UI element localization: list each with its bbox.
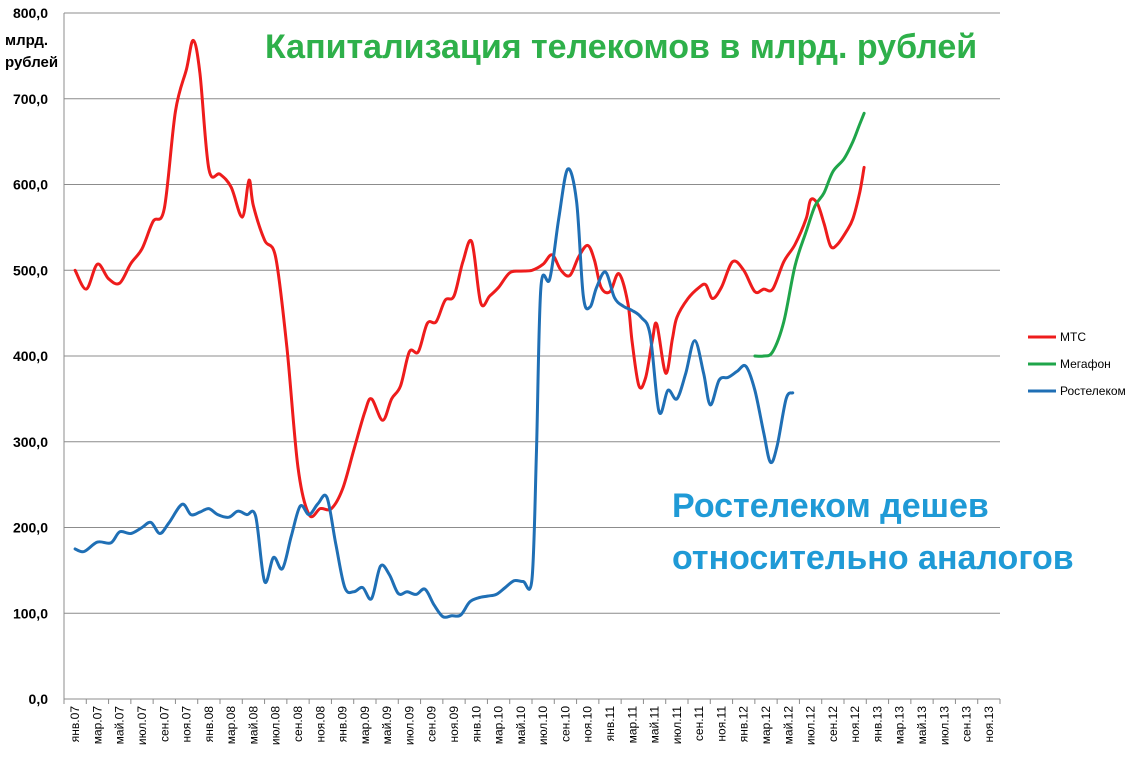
x-tick-label: янв.08 [202,706,216,743]
x-tick-label: май.13 [915,706,929,745]
y-tick-label: 500,0 [13,262,48,278]
y-axis-tick-labels: 0,0 100,0 200,0 300,0 400,0 500,0 600,0 700,0 80… [13,5,48,707]
x-tick-label: ноя.13 [982,706,996,743]
legend-label-mts: МТС [1060,330,1086,344]
y-tick-label: 300,0 [13,434,48,450]
x-tick-label: июл.11 [670,706,684,745]
x-axis-tick-labels: янв.07 мар.07 май.07 июл.07 сен.07 ноя.07 янв.… [68,706,996,745]
y-axis-unit-line-2: рублей [5,54,59,71]
y-tick-label: 600,0 [13,177,48,193]
x-tick-label: сен.12 [826,706,840,742]
y-tick-label: 700,0 [13,91,48,107]
y-tick-label: 100,0 [13,605,48,621]
x-tick-label: май.08 [246,706,260,745]
series-line-rostelecom [73,167,795,619]
x-tick-label: мар.10 [492,706,506,745]
legend-label-rostelecom: Ростелеком [1060,384,1126,398]
x-tick-label: июл.10 [536,706,550,745]
x-tick-label: ноя.12 [848,706,862,743]
annotation-line-1: Ростелеком дешев [672,487,989,525]
chart-annotation: Ростелеком дешев относительно аналогов [672,480,1074,584]
x-tick-label: мар.08 [224,706,238,745]
x-tick-label: мар.12 [759,706,773,745]
x-tick-label: июл.07 [135,706,149,745]
x-tick-label: июл.08 [269,706,283,745]
x-tick-label: янв.07 [68,706,82,743]
x-tick-label: мар.07 [90,706,104,745]
x-tick-label: янв.09 [336,706,350,743]
series-lines [73,38,866,619]
annotation-line-2: относительно аналогов [672,539,1074,577]
series-line-megafon [753,111,866,358]
x-tick-label: май.11 [648,706,662,744]
x-tick-label: сен.08 [291,706,305,742]
legend: МТС Мегафон Ростелеком [1028,330,1126,398]
x-tick-label: янв.12 [737,706,751,743]
x-tick-label: сен.09 [425,706,439,742]
y-axis-unit-line-1: млрд. [5,32,49,49]
x-tick-label: июл.09 [402,706,416,745]
x-tick-label: сен.11 [692,706,706,741]
axes [63,13,1001,704]
x-tick-label: июл.13 [937,706,951,745]
x-tick-label: сен.10 [558,706,572,742]
y-tick-label: 0,0 [29,691,49,707]
x-tick-label: сен.13 [960,706,974,742]
x-tick-label: июл.12 [804,706,818,745]
chart-title: Капитализация телекомов в млрд. рублей [265,28,978,66]
y-tick-label: 400,0 [13,348,48,364]
x-tick-label: сен.07 [157,706,171,742]
y-tick-label: 200,0 [13,520,48,536]
y-axis-unit-label: млрд. рублей [5,30,58,74]
x-tick-label: ноя.07 [180,706,194,743]
x-tick-label: мар.11 [625,706,639,744]
x-tick-label: ноя.10 [581,706,595,743]
x-tick-label: янв.13 [870,706,884,743]
x-tick-label: май.12 [781,706,795,745]
series-line-mts [73,38,866,519]
x-tick-label: мар.09 [358,706,372,745]
x-tick-label: ноя.11 [714,706,728,742]
x-tick-label: май.07 [113,706,127,745]
legend-label-megafon: Мегафон [1060,357,1111,371]
x-tick-label: янв.10 [469,706,483,743]
x-tick-label: май.10 [514,706,528,745]
y-tick-label: 800,0 [13,5,48,21]
x-tick-label: май.09 [380,706,394,745]
x-tick-label: янв.11 [603,706,617,742]
x-tick-label: мар.13 [893,706,907,745]
x-tick-label: ноя.08 [313,706,327,743]
x-tick-label: ноя.09 [447,706,461,743]
